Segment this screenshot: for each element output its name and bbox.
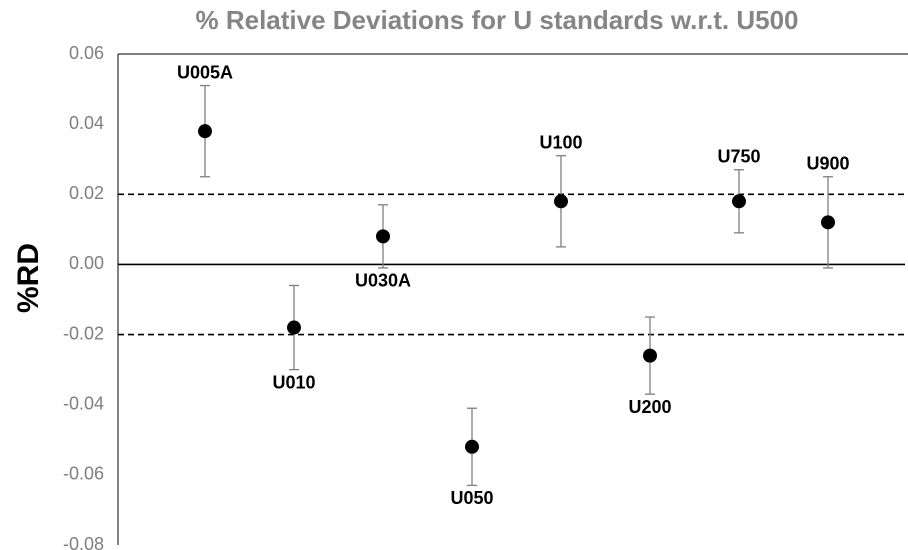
point xyxy=(643,348,657,363)
point-label: U030A xyxy=(355,271,411,291)
point xyxy=(465,439,479,454)
point-label: U005A xyxy=(177,62,233,82)
y-tick-label: -0.02 xyxy=(63,323,104,343)
point xyxy=(198,124,212,139)
point-label: U100 xyxy=(539,132,582,152)
point xyxy=(554,194,568,209)
point-label: U900 xyxy=(806,154,849,174)
y-tick-label: 0.06 xyxy=(69,43,104,63)
point-label: U200 xyxy=(628,397,671,417)
point xyxy=(376,229,390,244)
point-label: U750 xyxy=(717,146,760,166)
y-axis-title: %RD xyxy=(12,243,45,313)
chart-title: % Relative Deviations for U standards w.… xyxy=(195,5,798,35)
y-tick-label: -0.08 xyxy=(63,534,104,550)
point xyxy=(821,215,835,230)
y-tick-label: -0.06 xyxy=(63,464,104,484)
y-tick-label: 0.00 xyxy=(69,253,104,273)
y-tick-label: 0.04 xyxy=(69,113,104,133)
point xyxy=(287,320,301,335)
y-tick-label: 0.02 xyxy=(69,183,104,203)
point-label: U010 xyxy=(272,372,315,392)
y-tick-label: -0.04 xyxy=(63,393,104,413)
point-label: U050 xyxy=(450,488,493,508)
point xyxy=(732,194,746,209)
